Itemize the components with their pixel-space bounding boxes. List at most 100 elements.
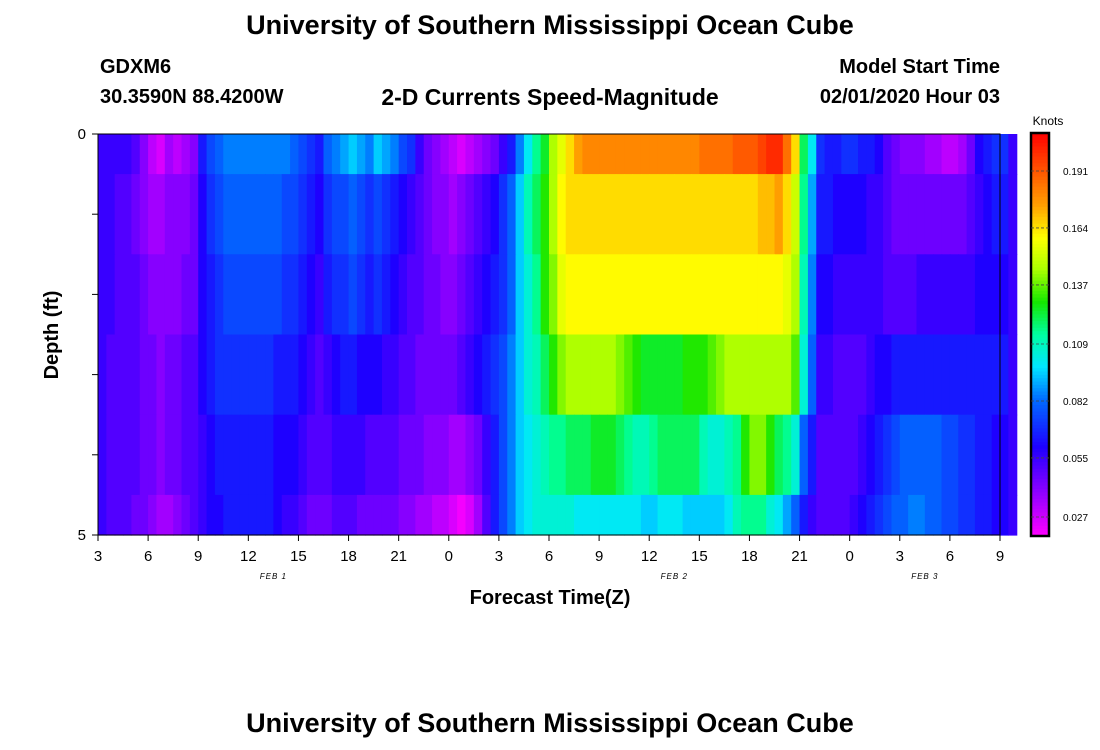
- heatmap-cells: [98, 134, 1018, 536]
- heatmap-cell: [674, 134, 684, 175]
- colorbar-segment: [1031, 294, 1049, 299]
- heatmap-cell: [565, 134, 575, 175]
- heatmap-cell: [674, 254, 684, 336]
- heatmap-cell: [114, 254, 124, 336]
- heatmap-cell: [599, 174, 609, 255]
- heatmap-cell: [164, 134, 174, 175]
- colorbar-segment: [1031, 230, 1049, 235]
- heatmap-cell: [356, 414, 366, 496]
- heatmap-cell: [966, 334, 976, 416]
- colorbar-segment: [1031, 519, 1049, 524]
- heatmap-cell: [98, 494, 107, 536]
- heatmap-cell: [657, 254, 667, 336]
- colorbar-segment: [1031, 257, 1049, 262]
- heatmap-cell: [640, 174, 650, 255]
- heatmap-cell: [214, 414, 224, 496]
- colorbar-segment: [1031, 391, 1049, 396]
- colorbar-segment: [1031, 260, 1049, 265]
- heatmap-cell: [248, 254, 258, 336]
- heatmap-cell: [281, 334, 291, 416]
- heatmap-cell: [816, 494, 826, 536]
- heatmap-cell: [532, 494, 542, 536]
- colorbar-segment: [1031, 200, 1049, 205]
- heatmap-cell: [381, 254, 391, 336]
- heatmap-cell: [381, 494, 391, 536]
- x-tick-label: 12: [641, 548, 658, 565]
- colorbar-segment: [1031, 270, 1049, 275]
- colorbar-segment: [1031, 351, 1049, 356]
- colorbar-segment: [1031, 136, 1049, 141]
- colorbar-segment: [1031, 364, 1049, 369]
- heatmap-cell: [306, 494, 316, 536]
- heatmap-cell: [824, 174, 834, 255]
- heatmap-cell: [114, 494, 124, 536]
- colorbar-segment: [1031, 290, 1049, 295]
- heatmap-cell: [532, 334, 542, 416]
- colorbar-segment: [1031, 435, 1049, 440]
- heatmap-cell: [490, 494, 500, 536]
- heatmap-cell: [816, 174, 826, 255]
- heatmap-cell: [540, 494, 550, 536]
- heatmap-cell: [674, 334, 684, 416]
- heatmap-cell: [507, 334, 517, 416]
- colorbar-segment: [1031, 458, 1049, 463]
- heatmap-cell: [373, 174, 383, 255]
- heatmap-cell: [298, 254, 308, 336]
- heatmap-cell: [649, 174, 659, 255]
- heatmap-cell: [640, 334, 650, 416]
- heatmap-cell: [757, 494, 767, 536]
- heatmap-cell: [164, 334, 174, 416]
- heatmap-cell: [373, 134, 383, 175]
- heatmap-cell: [256, 134, 266, 175]
- x-axis-title: Forecast Time(Z): [470, 587, 631, 609]
- heatmap-cell: [515, 174, 525, 255]
- heatmap-cell: [290, 254, 300, 336]
- heatmap-cell: [774, 494, 784, 536]
- colorbar-segment: [1031, 438, 1049, 443]
- heatmap-cell: [323, 134, 333, 175]
- heatmap-cell: [457, 174, 467, 255]
- y-tick-label: 5: [78, 527, 86, 544]
- heatmap-cell: [640, 254, 650, 336]
- colorbar-segment: [1031, 263, 1049, 268]
- heatmap-cell: [457, 254, 467, 336]
- colorbar-segment: [1031, 512, 1049, 517]
- heatmap-cell: [273, 174, 283, 255]
- heatmap-cell: [290, 414, 300, 496]
- heatmap-cell: [791, 494, 801, 536]
- heatmap-cell: [365, 174, 375, 255]
- heatmap-cell: [908, 334, 918, 416]
- heatmap-cell: [523, 254, 533, 336]
- heatmap-cell: [1000, 134, 1009, 175]
- heatmap-cell: [624, 414, 634, 496]
- heatmap-cell: [682, 174, 692, 255]
- colorbar-segment: [1031, 196, 1049, 201]
- heatmap-cell: [949, 414, 959, 496]
- heatmap-cell: [356, 334, 366, 416]
- heatmap-cell: [899, 174, 909, 255]
- colorbar-segment: [1031, 321, 1049, 325]
- heatmap-cell: [273, 414, 283, 496]
- heatmap-cell: [123, 334, 133, 416]
- heatmap-cell: [139, 134, 149, 175]
- heatmap-cell: [223, 254, 233, 336]
- heatmap-cell: [782, 134, 792, 175]
- heatmap-cell: [1000, 334, 1009, 416]
- heatmap-cell: [699, 494, 709, 536]
- heatmap-cell: [98, 334, 107, 416]
- heatmap-cell: [507, 174, 517, 255]
- heatmap-cell: [582, 254, 592, 336]
- heatmap-cell: [858, 494, 867, 536]
- heatmap-cell: [181, 414, 191, 496]
- heatmap-cell: [924, 494, 934, 536]
- heatmap-cell: [615, 254, 625, 336]
- heatmap-cell: [440, 334, 450, 416]
- heatmap-cell: [841, 334, 851, 416]
- heatmap-cell: [933, 334, 943, 416]
- heatmap-cell: [665, 174, 675, 255]
- heatmap-cell: [991, 414, 1001, 496]
- heatmap-cell: [164, 494, 174, 536]
- heatmap-cell: [983, 414, 993, 496]
- heatmap-cell: [106, 494, 116, 536]
- x-tick-label: 21: [390, 548, 407, 565]
